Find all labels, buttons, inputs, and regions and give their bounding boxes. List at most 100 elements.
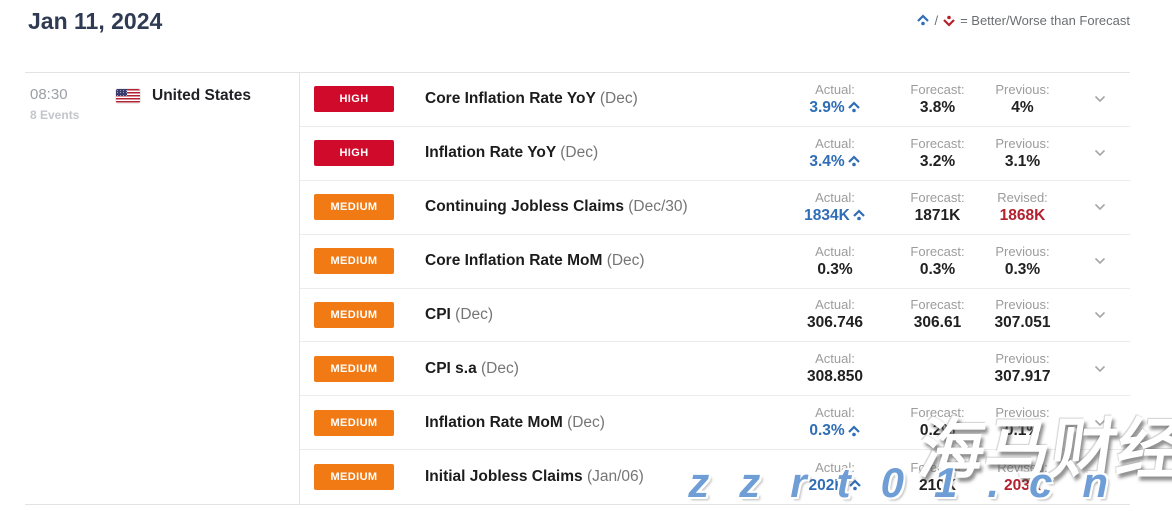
event-row[interactable]: MEDIUM Initial Jobless Claims (Jan/06) A… — [300, 450, 1130, 504]
forecast-column: Forecast: 3.8% — [900, 81, 975, 118]
previous-column: Revised: 203K — [975, 459, 1070, 496]
forecast-column: Forecast: 210K — [900, 459, 975, 496]
impact-badge: HIGH — [314, 140, 394, 167]
country-name: United States — [152, 87, 252, 104]
actual-value: 306.746 — [806, 314, 864, 332]
actual-label: Actual: — [815, 405, 855, 421]
previous-column: Previous: 0.3% — [975, 243, 1070, 280]
previous-label: Revised: — [997, 459, 1048, 475]
forecast-column: Forecast: 3.2% — [900, 135, 975, 172]
actual-column: Actual: 0.3% — [770, 404, 900, 441]
events-count: 8 Events — [30, 108, 80, 122]
event-name: CPI — [425, 305, 456, 323]
previous-column: Previous: 0.1% — [975, 404, 1070, 441]
event-period: (Dec) — [567, 413, 605, 431]
previous-label: Previous: — [995, 405, 1050, 421]
chevron-down-icon[interactable] — [1070, 365, 1130, 373]
previous-label: Revised: — [997, 189, 1048, 205]
forecast-value: 0.3% — [919, 260, 956, 278]
chevron-down-icon[interactable] — [1070, 311, 1130, 319]
actual-column: Actual: 0.3% — [770, 243, 900, 280]
actual-value: 1834K — [770, 206, 900, 226]
event-name: Inflation Rate MoM — [425, 413, 568, 431]
event-row[interactable]: MEDIUM CPI s.a (Dec) Actual: 308.850 Pre… — [300, 342, 1130, 397]
previous-column: Previous: 307.917 — [975, 350, 1070, 387]
event-row[interactable]: MEDIUM Inflation Rate MoM (Dec) Actual: … — [300, 396, 1130, 451]
forecast-label: Forecast: — [910, 297, 965, 313]
actual-label: Actual: — [815, 459, 855, 475]
forecast-value: 3.8% — [919, 98, 956, 116]
chevron-down-icon[interactable] — [1070, 149, 1130, 157]
actual-value: 308.850 — [806, 368, 864, 386]
impact-badge: MEDIUM — [314, 409, 394, 436]
impact-badge: MEDIUM — [314, 464, 394, 491]
forecast-column: Forecast: 0.2% — [900, 404, 975, 441]
event-name: Initial Jobless Claims — [425, 468, 587, 486]
previous-column: Revised: 1868K — [975, 189, 1070, 226]
event-period: (Jan/06) — [586, 468, 644, 486]
time-block: 08:30 8 Events — [30, 86, 116, 122]
forecast-label: Forecast: — [910, 189, 965, 205]
forecast-value: 210K — [918, 476, 957, 494]
better-than-forecast-icon — [847, 101, 861, 114]
time-country-cell: 08:30 8 Events United States — [25, 73, 300, 504]
event-row[interactable]: MEDIUM Continuing Jobless Claims (Dec/30… — [300, 181, 1130, 235]
actual-value: 202K — [770, 476, 900, 496]
forecast-value: 306.61 — [913, 314, 962, 332]
event-title: CPI (Dec) — [425, 306, 493, 324]
event-period: (Dec) — [560, 144, 599, 162]
event-row[interactable]: HIGH Core Inflation Rate YoY (Dec) Actua… — [300, 73, 1130, 127]
previous-value: 4% — [1011, 98, 1034, 116]
previous-label: Previous: — [995, 243, 1050, 259]
event-title: Continuing Jobless Claims (Dec/30) — [425, 198, 688, 216]
event-title: CPI s.a (Dec) — [425, 360, 519, 378]
previous-value: 1868K — [999, 206, 1046, 224]
event-title: Initial Jobless Claims (Jan/06) — [425, 468, 644, 486]
event-title: Inflation Rate MoM (Dec) — [425, 414, 605, 432]
forecast-legend: / = Better/Worse than Forecast — [916, 13, 1130, 28]
actual-value: 0.3% — [817, 260, 853, 278]
actual-value: 3.9% — [770, 98, 900, 118]
actual-label: Actual: — [815, 189, 855, 205]
better-than-forecast-icon — [848, 479, 862, 492]
previous-column: Previous: 3.1% — [975, 135, 1070, 172]
better-than-forecast-icon — [847, 425, 861, 438]
event-name: Inflation Rate YoY — [425, 144, 561, 162]
actual-value: 0.3% — [770, 421, 900, 441]
previous-value: 307.051 — [994, 314, 1051, 332]
country-block[interactable]: United States — [116, 87, 251, 105]
event-row[interactable]: MEDIUM Core Inflation Rate MoM (Dec) Act… — [300, 235, 1130, 289]
event-name: Core Inflation Rate YoY — [425, 90, 600, 108]
events-table: 08:30 8 Events United States HIGH Core I… — [25, 72, 1130, 505]
chevron-down-icon[interactable] — [1070, 257, 1130, 265]
actual-label: Actual: — [815, 81, 855, 97]
event-name: Continuing Jobless Claims — [425, 198, 629, 216]
forecast-value: 0.2% — [919, 422, 956, 440]
worse-than-forecast-icon — [942, 14, 956, 27]
legend-separator: / — [934, 13, 939, 28]
impact-badge: MEDIUM — [314, 355, 394, 382]
forecast-column: Forecast: 0.3% — [900, 243, 975, 280]
actual-column: Actual: 1834K — [770, 189, 900, 226]
previous-value: 307.917 — [994, 368, 1051, 386]
actual-label: Actual: — [815, 135, 855, 151]
legend-text: = Better/Worse than Forecast — [960, 13, 1130, 28]
event-row[interactable]: HIGH Inflation Rate YoY (Dec) Actual: 3.… — [300, 127, 1130, 181]
forecast-value: 3.2% — [919, 152, 956, 170]
event-name: CPI s.a — [425, 359, 481, 377]
actual-column: Actual: 3.9% — [770, 81, 900, 118]
previous-value: 203K — [1003, 476, 1042, 494]
impact-badge: MEDIUM — [314, 248, 394, 275]
chevron-down-icon[interactable] — [1070, 473, 1130, 481]
forecast-label: Forecast: — [910, 243, 965, 259]
event-time: 08:30 — [30, 86, 68, 103]
event-title: Core Inflation Rate YoY (Dec) — [425, 90, 638, 108]
chevron-down-icon[interactable] — [1070, 419, 1130, 427]
chevron-down-icon[interactable] — [1070, 95, 1130, 103]
event-rows: HIGH Core Inflation Rate YoY (Dec) Actua… — [300, 73, 1130, 504]
page-title: Jan 11, 2024 — [28, 8, 163, 34]
event-period: (Dec/30) — [628, 198, 688, 216]
forecast-label: Forecast: — [910, 81, 965, 97]
chevron-down-icon[interactable] — [1070, 203, 1130, 211]
event-row[interactable]: MEDIUM CPI (Dec) Actual: 306.746 Forecas… — [300, 289, 1130, 343]
